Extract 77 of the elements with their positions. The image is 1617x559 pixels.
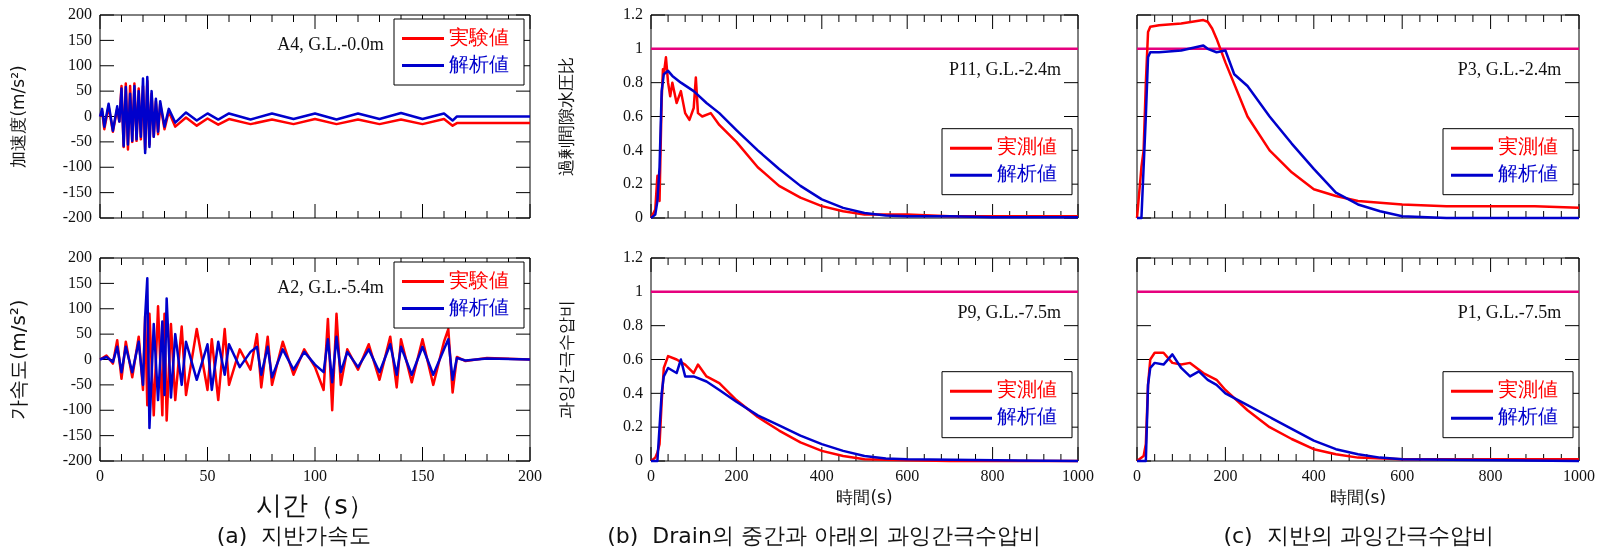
legend-label: 実験値 xyxy=(449,24,509,49)
y-axis-title: 가속도(m/s²) xyxy=(6,299,31,420)
x-tick-label: 200 xyxy=(1213,467,1238,485)
legend-label: 解析値 xyxy=(1498,404,1558,429)
x-tick-label: 1000 xyxy=(1563,467,1595,485)
y-tick-label: 0 xyxy=(635,451,643,469)
x-tick-label: 800 xyxy=(1478,467,1503,485)
text: (a) 지반가속도 xyxy=(216,522,372,548)
text: (b) Drain의 중간과 아래의 과잉간극수압비 xyxy=(607,522,1041,548)
legend-label: 解析値 xyxy=(997,161,1057,186)
x-tick-label: 200 xyxy=(724,467,749,485)
annotation: A4, G.L.-0.0m xyxy=(277,34,384,55)
y-tick-label: 0.8 xyxy=(623,315,643,333)
y-tick-label: 150 xyxy=(68,30,92,48)
y-axis-title: 加速度(m/s²) xyxy=(8,65,29,168)
y-tick-label: 200 xyxy=(68,5,92,23)
y-tick-label: 1.2 xyxy=(623,5,643,23)
y-tick-label: -150 xyxy=(62,182,92,200)
y-tick-label: 1 xyxy=(635,39,643,57)
annotation: P1, G.L.-7.5m xyxy=(1457,301,1562,322)
y-axis-title: 과잉간극수압비 xyxy=(556,300,577,419)
y-tick-label: 0.2 xyxy=(623,417,643,435)
y-tick-label: 100 xyxy=(68,55,92,73)
x-axis-title: 時間(s) xyxy=(836,487,893,508)
legend-label: 実測値 xyxy=(997,377,1057,402)
legend-label: 実測値 xyxy=(1498,377,1558,402)
legend-label: 解析値 xyxy=(997,404,1057,429)
y-tick-label: 50 xyxy=(76,324,92,342)
annotation: A2, G.L.-5.4m xyxy=(277,277,384,298)
x-tick-label: 400 xyxy=(1301,467,1326,485)
legend-label: 実測値 xyxy=(1498,134,1558,159)
x-axis-title: 時間(s) xyxy=(1329,487,1387,508)
legend-label: 実測値 xyxy=(997,134,1057,159)
y-tick-label: 0.2 xyxy=(623,174,643,192)
y-tick-label: 0.8 xyxy=(623,72,643,90)
legend-label: 解析値 xyxy=(449,51,509,76)
text: (c) 지반의 과잉간극수압비 xyxy=(1223,522,1494,548)
y-tick-label: 100 xyxy=(68,298,92,316)
x-tick-label: 0 xyxy=(647,467,655,485)
y-tick-label: 200 xyxy=(68,248,92,266)
legend-label: 実験値 xyxy=(449,267,509,292)
y-tick-label: 0 xyxy=(635,208,643,226)
y-tick-label: -200 xyxy=(62,208,92,226)
y-tick-label: 1.2 xyxy=(623,248,643,266)
y-tick-label: 0 xyxy=(84,349,92,367)
y-tick-label: 0.4 xyxy=(623,140,643,158)
y-tick-label: 150 xyxy=(68,273,92,291)
y-tick-label: -200 xyxy=(62,451,92,469)
y-tick-label: 0.4 xyxy=(623,383,643,401)
legend-label: 解析値 xyxy=(449,294,509,319)
x-tick-label: 0 xyxy=(1133,467,1141,485)
annotation: P3, G.L.-2.4m xyxy=(1457,58,1562,79)
y-tick-label: -50 xyxy=(70,375,92,393)
y-tick-label: -100 xyxy=(62,157,92,175)
x-tick-label: 600 xyxy=(895,467,920,485)
legend-label: 解析値 xyxy=(1498,161,1558,186)
y-tick-label: -50 xyxy=(70,132,92,150)
y-axis-title: 過剰間隙水圧比 xyxy=(556,57,577,176)
annotation: P11, G.L.-2.4m xyxy=(949,58,1061,79)
x-tick-label: 600 xyxy=(1390,467,1415,485)
x-tick-label: 800 xyxy=(980,467,1005,485)
x-tick-label: 1000 xyxy=(1062,467,1094,485)
x-tick-label: 50 xyxy=(199,467,216,485)
x-tick-label: 150 xyxy=(410,467,435,485)
x-tick-label: 0 xyxy=(96,467,104,485)
y-tick-label: 0.6 xyxy=(623,106,643,124)
y-tick-label: 1 xyxy=(635,282,643,300)
y-tick-label: 50 xyxy=(76,81,92,99)
x-axis-title: 시간（s） xyxy=(256,489,374,520)
x-tick-label: 400 xyxy=(809,467,834,485)
y-tick-label: 0.6 xyxy=(623,349,643,367)
annotation: P9, G.L.-7.5m xyxy=(957,301,1061,322)
x-tick-label: 200 xyxy=(518,467,542,485)
y-tick-label: -100 xyxy=(62,400,92,418)
y-tick-label: -150 xyxy=(62,425,92,443)
x-tick-label: 100 xyxy=(303,467,327,485)
y-tick-label: 0 xyxy=(84,106,92,124)
